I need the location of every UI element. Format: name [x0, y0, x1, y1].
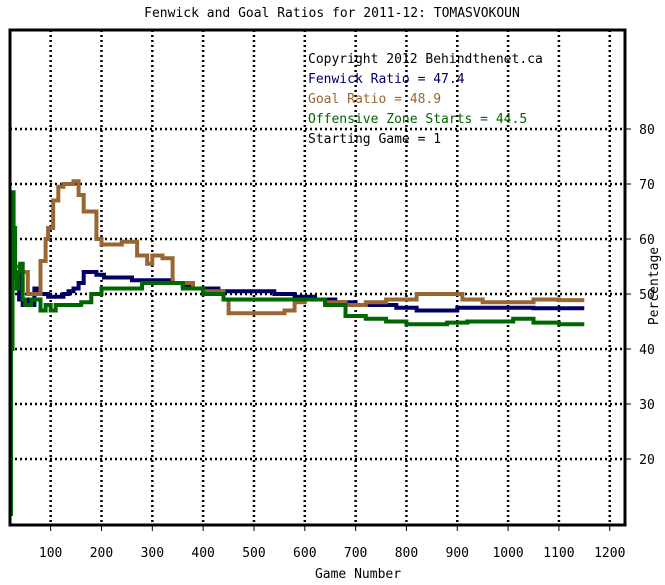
y-tick-label: 60 [639, 233, 655, 248]
x-tick-label: 500 [242, 546, 265, 561]
x-tick-label: 300 [141, 546, 164, 561]
legend-fenwick: Fenwick Ratio = 47.4 [308, 72, 465, 87]
series-line-goal [15, 179, 585, 316]
y-tick-label: 80 [639, 123, 655, 138]
y-tick-label: 50 [639, 288, 655, 303]
x-tick-label: 700 [344, 546, 367, 561]
series-lines [9, 179, 585, 516]
x-tick-label: 400 [191, 546, 214, 561]
x-tick-label: 1000 [492, 546, 523, 561]
x-tick-label: 600 [293, 546, 316, 561]
x-tick-label: 800 [395, 546, 418, 561]
legend: Copyright 2012 Behindthenet.ca Fenwick R… [308, 52, 543, 147]
legend-starting-game: Starting Game = 1 [308, 132, 441, 147]
y-tick-label: 70 [639, 178, 655, 193]
y-tick-label: 40 [639, 343, 655, 358]
y-tick-label: 20 [639, 453, 655, 468]
series-line-ozone [9, 190, 585, 516]
x-tick-label: 900 [446, 546, 469, 561]
y-axis-label: Percentage [647, 247, 662, 325]
chart-title: Fenwick and Goal Ratios for 2011-12: TOM… [144, 6, 520, 21]
plot-frame [8, 28, 627, 527]
x-tick-label: 100 [39, 546, 62, 561]
x-tick-label: 200 [90, 546, 113, 561]
y-tick-label: 30 [639, 398, 655, 413]
tick-labels: 100 200 300 400 500 600 700 800 900 1000 1100 1200 2… [39, 123, 655, 561]
legend-ozone: Offensive Zone Starts = 44.5 [308, 112, 527, 127]
x-tick-label: 1200 [594, 546, 625, 561]
legend-goal: Goal Ratio = 48.9 [308, 92, 441, 107]
x-tick-label: 1100 [543, 546, 574, 561]
x-axis-label: Game Number [315, 567, 401, 580]
legend-copyright: Copyright 2012 Behindthenet.ca [308, 52, 543, 67]
